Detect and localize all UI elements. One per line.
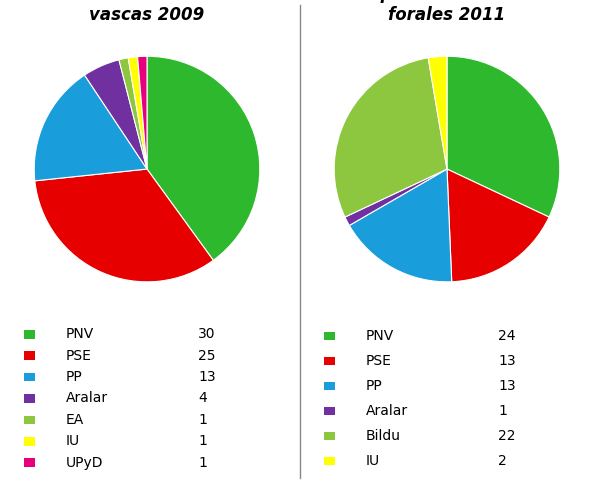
- Text: EA: EA: [66, 413, 84, 427]
- Wedge shape: [447, 169, 549, 282]
- Text: UPyD: UPyD: [66, 455, 104, 469]
- Wedge shape: [137, 56, 147, 169]
- Text: 1: 1: [498, 404, 507, 418]
- Text: 22: 22: [498, 429, 515, 443]
- Text: 1: 1: [198, 434, 207, 448]
- Text: IU: IU: [366, 454, 380, 468]
- Text: 2: 2: [498, 454, 507, 468]
- Text: 13: 13: [498, 379, 515, 393]
- Text: 4: 4: [198, 392, 207, 405]
- Text: 1: 1: [198, 413, 207, 427]
- Text: 24: 24: [498, 329, 515, 343]
- Title: Extrapolación elecciones
forales 2011: Extrapolación elecciones forales 2011: [331, 0, 563, 24]
- Wedge shape: [447, 56, 560, 217]
- Text: Aralar: Aralar: [366, 404, 408, 418]
- Wedge shape: [128, 57, 147, 169]
- Text: PNV: PNV: [366, 329, 394, 343]
- Text: PSE: PSE: [366, 354, 392, 368]
- Text: PSE: PSE: [66, 349, 92, 363]
- Wedge shape: [334, 58, 447, 217]
- Text: IU: IU: [66, 434, 80, 448]
- Wedge shape: [428, 56, 447, 169]
- Wedge shape: [35, 169, 214, 282]
- Wedge shape: [34, 75, 147, 181]
- Text: PP: PP: [366, 379, 383, 393]
- Text: 1: 1: [198, 455, 207, 469]
- Wedge shape: [85, 60, 147, 169]
- Text: Bildu: Bildu: [366, 429, 401, 443]
- Text: 13: 13: [498, 354, 515, 368]
- Wedge shape: [349, 169, 452, 282]
- Text: Aralar: Aralar: [66, 392, 108, 405]
- Text: 30: 30: [198, 327, 215, 341]
- Wedge shape: [119, 58, 147, 169]
- Title: Resultado elecciones
vascas 2009: Resultado elecciones vascas 2009: [49, 0, 245, 24]
- Text: 25: 25: [198, 349, 215, 363]
- Text: PNV: PNV: [66, 327, 94, 341]
- Text: PP: PP: [66, 370, 83, 384]
- Wedge shape: [147, 56, 260, 260]
- Wedge shape: [345, 169, 447, 226]
- Text: 13: 13: [198, 370, 215, 384]
